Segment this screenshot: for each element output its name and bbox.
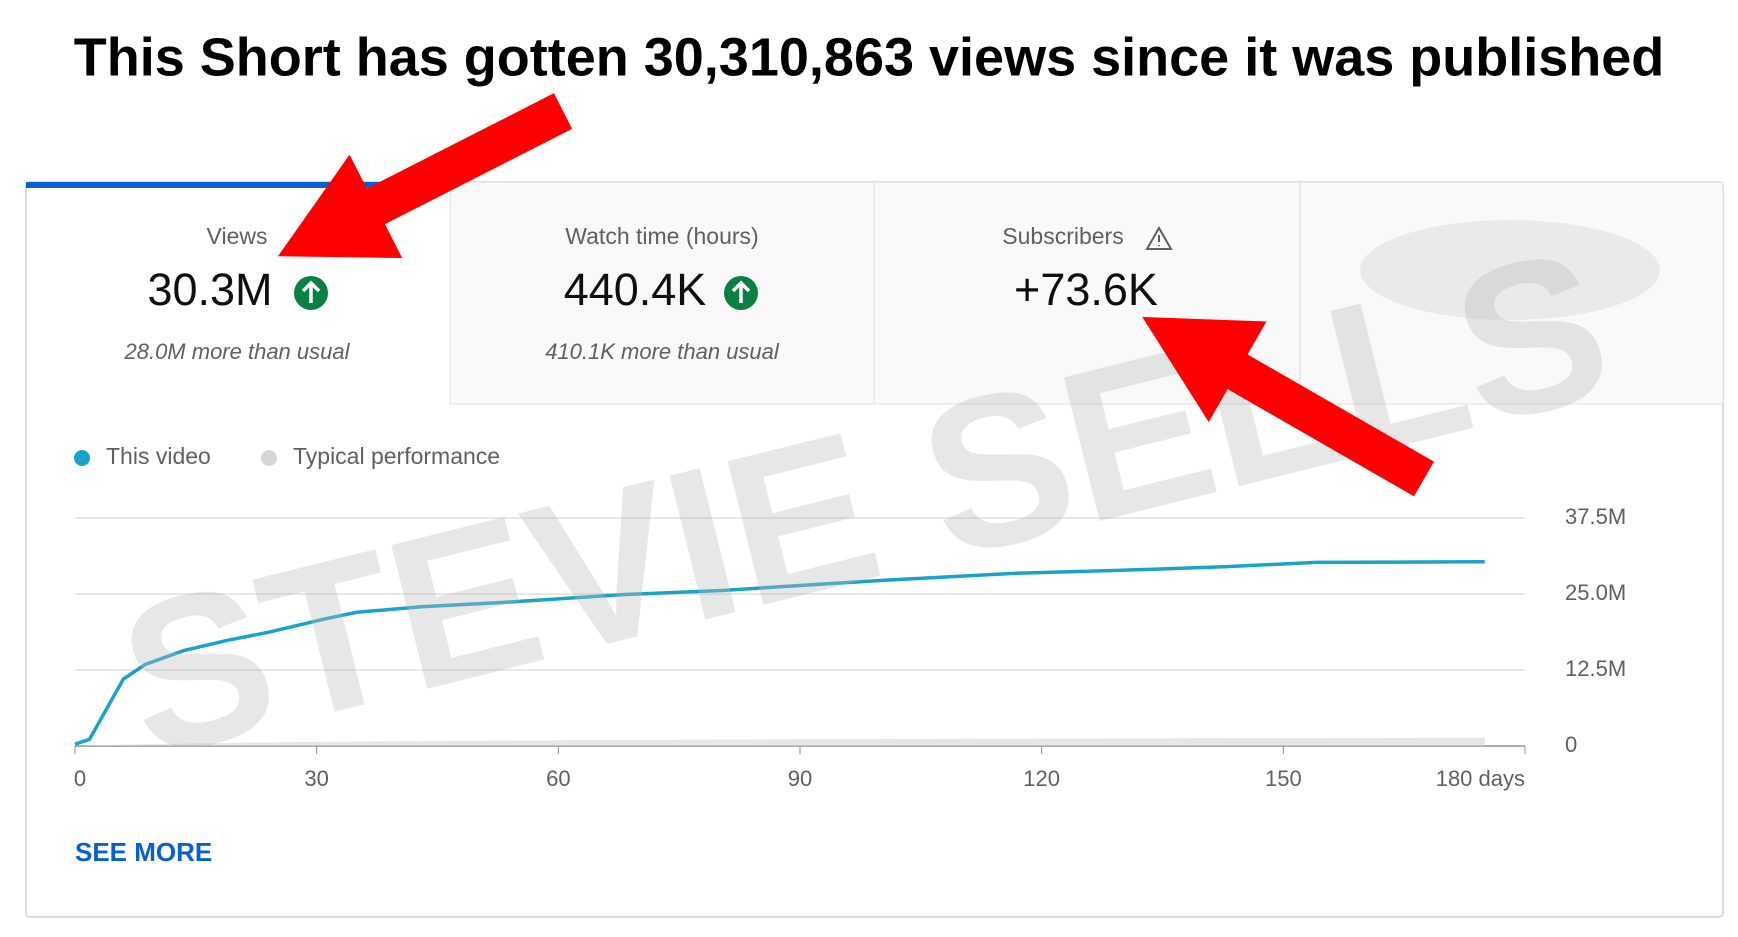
up-arrow (301, 280, 321, 303)
card-label: Watch time (hours) (565, 223, 758, 249)
red-arrow (277, 93, 573, 259)
see-more[interactable]: SEE MORE (75, 837, 212, 867)
x-tick-label: 30 (304, 766, 328, 791)
warning-icon (1145, 225, 1173, 250)
y-tick-label: 37.5M (1565, 504, 1626, 529)
tab[interactable] (449, 181, 875, 405)
line (74, 560, 1485, 746)
x-tick-label: 150 (1265, 766, 1302, 791)
card-label: Subscribers (1002, 223, 1123, 249)
up-arrow (731, 280, 751, 303)
legend-dot (261, 450, 277, 466)
y-tick-label: 25.0M (1565, 580, 1626, 605)
legend-label[interactable]: This video (106, 443, 211, 469)
card-value: +73.6K (1014, 264, 1158, 315)
plot: 0 12.5M 25.0M 37.5M 0 30 60 90 120 150 180 days (74, 504, 1626, 791)
x-tick-label: 0 (74, 766, 86, 791)
legend-label[interactable]: Typical performance (293, 443, 500, 469)
card-value: 440.4K (564, 264, 707, 315)
y-tick-label: 0 (1565, 732, 1577, 757)
x-tick-label: 90 (788, 766, 812, 791)
red-arrow (1142, 316, 1434, 497)
card-note: 28.0M more than usual (123, 339, 350, 364)
x-tick-label: 120 (1023, 766, 1060, 791)
x-tick-label: 60 (546, 766, 570, 791)
legend-dot (74, 450, 90, 466)
card-label: Views (207, 223, 268, 249)
x-tick-label: 180 days (1436, 766, 1525, 791)
blurred-tab (1360, 220, 1660, 320)
card-note: 410.1K more than usual (545, 339, 780, 364)
y-tick-label: 12.5M (1565, 656, 1626, 681)
area (75, 737, 1485, 746)
selected-bar (26, 182, 450, 188)
card-value: 30.3M (147, 264, 272, 315)
headline: This Short has gotten 30,310,863 views s… (74, 27, 1665, 87)
